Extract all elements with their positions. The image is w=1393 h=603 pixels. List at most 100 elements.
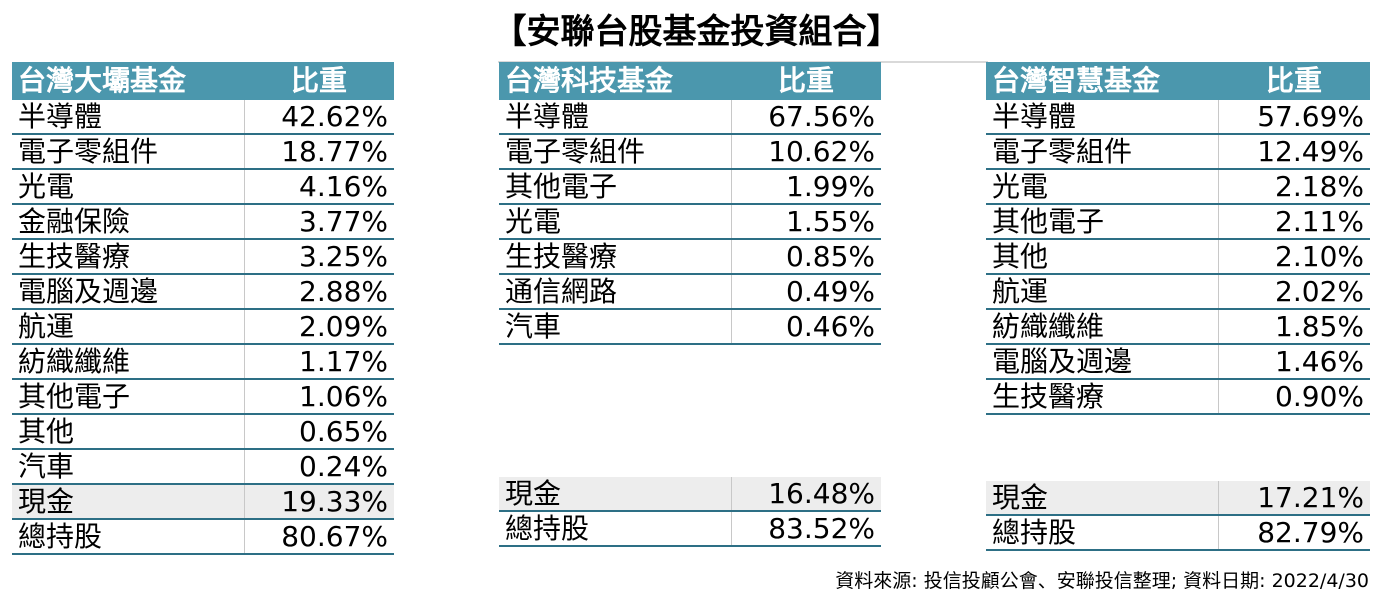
table-row: 光電 2.18% [986,169,1370,205]
sector-weight: 3.77% [244,204,394,240]
weight-header: 比重 [1218,62,1370,100]
table-row: 其他電子 1.99% [499,169,881,205]
table-row: 其他電子 2.11% [986,204,1370,240]
holdings-weight: 82.79% [1218,515,1370,551]
sector-weight: 1.55% [731,204,881,240]
table-row: 光電 1.55% [499,204,881,240]
sector-name: 光電 [986,169,1219,205]
table-row: 金融保險 3.77% [12,204,394,240]
sector-weight: 3.25% [244,239,394,275]
empty-cell [731,444,881,477]
table-row: 電子零組件 10.62% [499,134,881,170]
table-row: 航運 2.09% [12,309,394,345]
cash-label: 現金 [499,477,732,512]
cash-label: 現金 [986,481,1219,516]
fund-table-taiwan-dahe: 台灣大壩基金 比重 半導體 42.62% 電子零組件 18.77% 光電 4.16% 金融保險 3… [12,62,394,555]
table-row: 航運 2.02% [986,274,1370,310]
holdings-label: 總持股 [12,519,245,555]
sector-weight: 1.99% [731,169,881,205]
sector-name: 其他電子 [12,379,245,415]
sector-name: 通信網路 [499,274,732,310]
sector-name: 航運 [12,309,245,345]
table-row: 通信網路 0.49% [499,274,881,310]
sector-weight: 0.24% [244,449,394,485]
sector-name: 半導體 [986,100,1219,135]
sector-weight: 1.06% [244,379,394,415]
sector-name: 其他電子 [986,204,1219,240]
cash-label: 現金 [12,484,245,520]
cash-row: 現金 19.33% [12,484,394,520]
sector-name: 紡織纖維 [986,309,1219,345]
table-header-row: 台灣大壩基金 比重 [12,62,394,100]
fund-name-header: 台灣大壩基金 [12,62,244,100]
table-row: 生技醫療 0.90% [986,379,1370,415]
weight-header: 比重 [731,62,881,100]
empty-row [986,448,1370,481]
sector-weight: 0.90% [1218,379,1370,415]
sector-name: 航運 [986,274,1219,310]
sector-weight: 1.46% [1218,344,1370,380]
sector-name: 電子零組件 [986,134,1219,170]
empty-cell [499,378,731,411]
sector-weight: 67.56% [731,100,881,135]
sector-name: 光電 [12,169,245,205]
table-row: 電腦及週邊 2.88% [12,274,394,310]
sector-weight: 12.49% [1218,134,1370,170]
sector-name: 生技醫療 [499,239,732,275]
total-holdings-row: 總持股 83.52% [499,511,881,547]
empty-cell [499,344,731,378]
fund-name-header: 台灣科技基金 [499,62,731,100]
table-row: 其他電子 1.06% [12,379,394,415]
sector-name: 半導體 [499,100,732,135]
sector-name: 電子零組件 [499,134,732,170]
sector-name: 光電 [499,204,732,240]
sector-weight: 1.17% [244,344,394,380]
empty-cell [499,411,731,444]
cash-weight: 17.21% [1218,481,1370,516]
table-row: 紡織纖維 1.17% [12,344,394,380]
sector-weight: 0.65% [244,414,394,450]
sector-name: 電腦及週邊 [986,344,1219,380]
sector-name: 紡織纖維 [12,344,245,380]
total-holdings-row: 總持股 82.79% [986,515,1370,551]
sector-name: 生技醫療 [986,379,1219,415]
table-row: 其他 2.10% [986,239,1370,275]
page-title: 【安聯台股基金投資組合】 [492,12,901,52]
table-row: 汽車 0.24% [12,449,394,485]
sector-weight: 18.77% [244,134,394,170]
sector-weight: 10.62% [731,134,881,170]
table-row: 電子零組件 12.49% [986,134,1370,170]
sector-name: 生技醫療 [12,239,245,275]
empty-cell [1218,414,1370,448]
sector-weight: 0.49% [731,274,881,310]
sector-weight: 2.10% [1218,239,1370,275]
table-row: 半導體 67.56% [499,100,881,135]
cash-weight: 19.33% [244,484,394,520]
table-header-row: 台灣科技基金 比重 [499,62,881,100]
table-row: 半導體 57.69% [986,100,1370,135]
cash-weight: 16.48% [731,477,881,512]
empty-row [499,444,881,477]
table-row: 電腦及週邊 1.46% [986,344,1370,380]
sector-weight: 2.09% [244,309,394,345]
sector-name: 汽車 [12,449,245,485]
empty-cell [731,344,881,378]
sector-name: 其他 [12,414,245,450]
empty-cell [1218,448,1370,481]
holdings-label: 總持股 [499,511,732,547]
sector-weight: 4.16% [244,169,394,205]
sector-name: 金融保險 [12,204,245,240]
sector-weight: 2.02% [1218,274,1370,310]
fund-table-taiwan-tech: 台灣科技基金 比重 半導體 67.56% 電子零組件 10.62% 其他電子 1.99% 光電 1… [499,62,881,547]
table-row: 紡織纖維 1.85% [986,309,1370,345]
sector-weight: 42.62% [244,100,394,135]
empty-cell [986,414,1218,448]
table-row: 汽車 0.46% [499,309,881,345]
empty-row [499,411,881,444]
table-row: 光電 4.16% [12,169,394,205]
table-row: 生技醫療 3.25% [12,239,394,275]
table-row: 電子零組件 18.77% [12,134,394,170]
sector-weight: 1.85% [1218,309,1370,345]
sector-weight: 0.46% [731,309,881,345]
holdings-label: 總持股 [986,515,1219,551]
